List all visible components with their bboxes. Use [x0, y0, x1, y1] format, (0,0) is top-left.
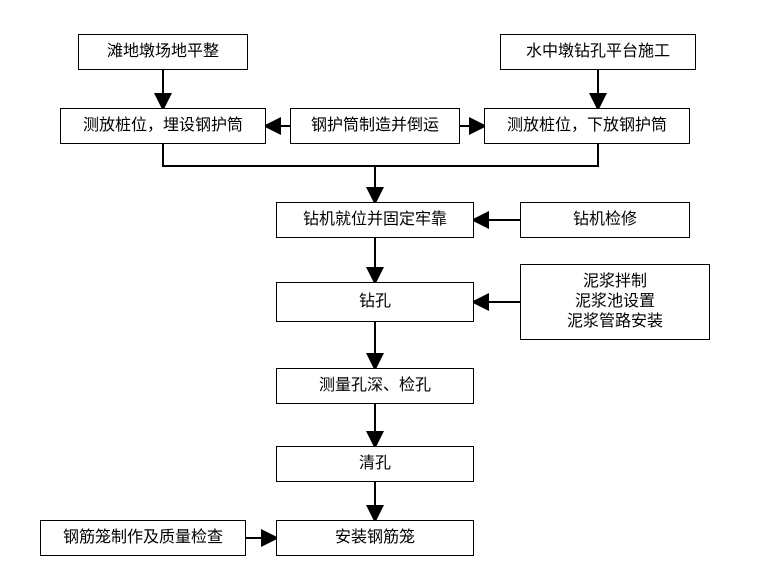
node-n10: 测量孔深、检孔: [276, 368, 474, 404]
node-n5: 测放桩位，下放钢护筒: [484, 108, 690, 144]
node-label: 清孔: [359, 454, 391, 474]
node-n6: 钻机就位并固定牢靠: [276, 202, 474, 238]
node-label: 滩地墩场地平整: [107, 42, 219, 62]
node-n13: 安装钢筋笼: [276, 520, 474, 556]
node-label: 测量孔深、检孔: [319, 376, 431, 396]
node-n12: 钢筋笼制作及质量检查: [40, 520, 246, 556]
node-n9: 泥浆拌制 泥浆池设置 泥浆管路安装: [520, 264, 710, 340]
node-label: 测放桩位，下放钢护筒: [507, 116, 667, 136]
node-label: 钻孔: [359, 292, 391, 312]
node-label: 泥浆拌制 泥浆池设置 泥浆管路安装: [567, 272, 663, 332]
node-label: 安装钢筋笼: [335, 528, 415, 548]
node-n7: 钻机检修: [520, 202, 690, 238]
node-label: 钢筋笼制作及质量检查: [63, 528, 223, 548]
node-label: 钻机就位并固定牢靠: [303, 210, 447, 230]
node-label: 水中墩钻孔平台施工: [526, 42, 670, 62]
node-n3: 测放桩位，埋设钢护筒: [60, 108, 266, 144]
node-n4: 钢护筒制造并倒运: [290, 108, 460, 144]
node-n8: 钻孔: [276, 282, 474, 322]
node-label: 钢护筒制造并倒运: [311, 116, 439, 136]
edge: [163, 144, 598, 166]
flowchart-canvas: 滩地墩场地平整 水中墩钻孔平台施工 测放桩位，埋设钢护筒 钢护筒制造并倒运 测放…: [0, 0, 760, 570]
node-label: 测放桩位，埋设钢护筒: [83, 116, 243, 136]
node-n11: 清孔: [276, 446, 474, 482]
node-n1: 滩地墩场地平整: [78, 34, 248, 70]
node-n2: 水中墩钻孔平台施工: [500, 34, 696, 70]
node-label: 钻机检修: [573, 210, 637, 230]
